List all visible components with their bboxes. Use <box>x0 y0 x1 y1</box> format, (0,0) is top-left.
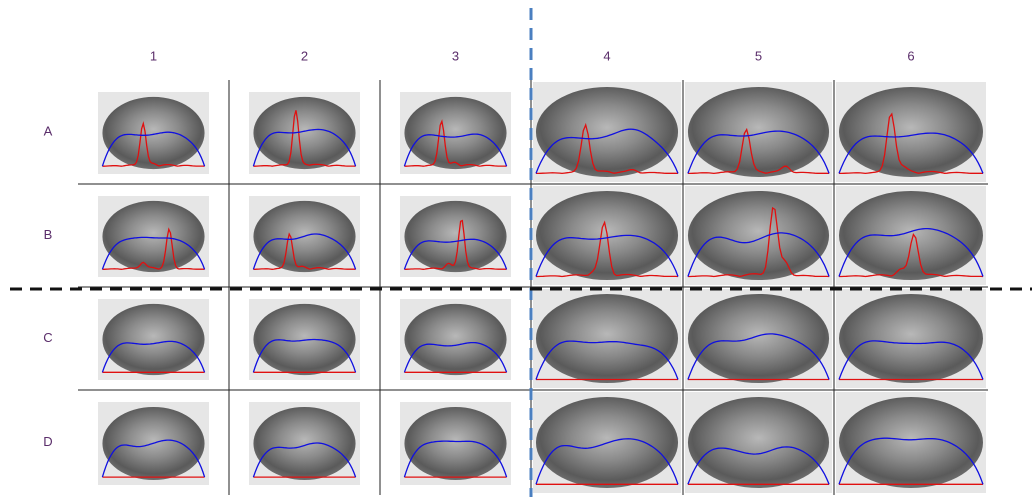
row-label: C <box>43 330 52 345</box>
row-label: B <box>44 227 53 242</box>
cell-blob <box>404 407 506 480</box>
column-label: 5 <box>755 48 762 63</box>
cell-blob <box>404 304 506 375</box>
column-label: 6 <box>907 48 914 63</box>
cell-blob <box>839 191 983 280</box>
cell-blob <box>839 397 983 488</box>
column-label: 2 <box>301 48 308 63</box>
cell-blob <box>536 294 678 383</box>
cell-blob <box>536 87 678 177</box>
cell-blob <box>253 97 355 169</box>
cell-blob <box>688 87 829 177</box>
cell-blob <box>839 294 983 383</box>
cell-blob <box>688 397 829 488</box>
figure: 1 2 3 4 5 6 A B C D <box>0 0 1032 497</box>
column-label: 1 <box>150 48 157 63</box>
cell-blob <box>253 407 355 480</box>
cell-blob <box>839 87 983 177</box>
cell-blob <box>102 304 204 375</box>
cell-blob <box>404 97 506 169</box>
cell-blob <box>688 294 829 383</box>
page: 123456ABCD (() => { const data = JSON.pa… <box>0 0 1032 497</box>
row-label: D <box>43 434 52 449</box>
column-label: 4 <box>603 48 610 63</box>
cell-blob <box>102 97 204 169</box>
cell-blob <box>253 304 355 375</box>
column-label: 3 <box>452 48 459 63</box>
cell-blob <box>688 191 829 280</box>
cell-blob <box>102 201 204 272</box>
row-label: A <box>44 123 53 138</box>
